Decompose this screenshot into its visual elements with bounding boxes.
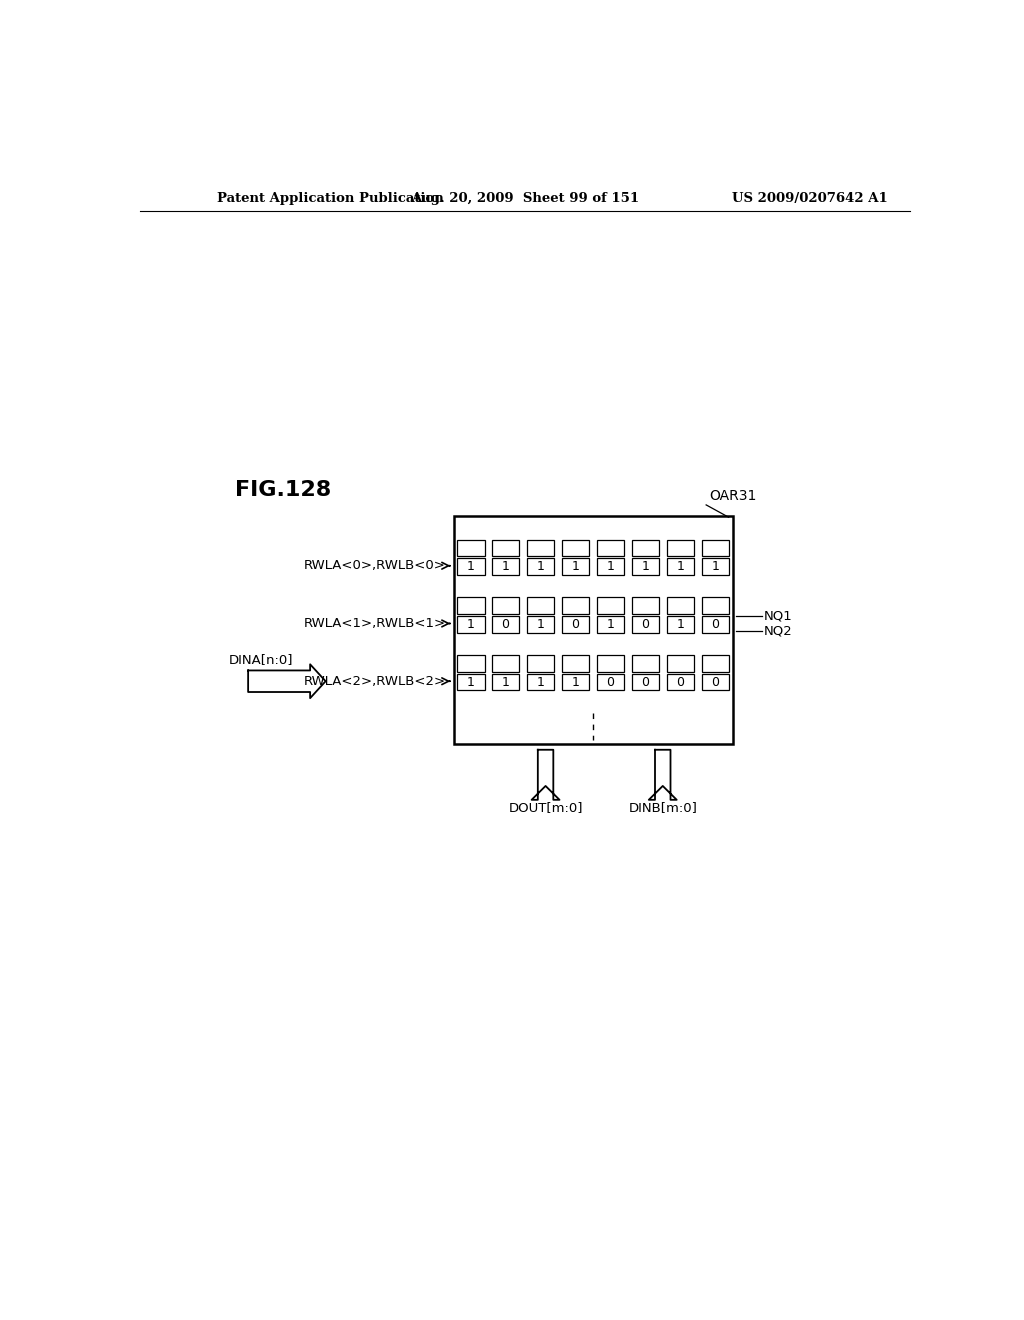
Bar [667,558,694,576]
Bar [561,615,590,632]
Text: DOUT[m:0]: DOUT[m:0] [508,801,583,814]
Bar [454,516,732,743]
Text: 1: 1 [712,560,720,573]
Text: 1: 1 [571,560,580,573]
Text: DINB[m:0]: DINB[m:0] [629,801,697,814]
Text: 1: 1 [537,618,545,631]
Bar [667,615,694,632]
Bar [561,673,590,690]
Text: DINA[n:0]: DINA[n:0] [228,653,293,665]
Text: 0: 0 [712,618,720,631]
Bar [632,615,659,632]
Bar [492,558,519,576]
Bar [597,655,625,672]
Bar [701,655,729,672]
Bar [701,615,729,632]
Text: Aug. 20, 2009  Sheet 99 of 151: Aug. 20, 2009 Sheet 99 of 151 [411,191,639,205]
Bar [526,597,554,614]
Bar [457,558,484,576]
Text: RWLA<1>,RWLB<1>: RWLA<1>,RWLB<1> [304,616,445,630]
Bar [526,673,554,690]
Text: 1: 1 [677,560,684,573]
Bar [597,673,625,690]
Bar [492,597,519,614]
Bar [632,558,659,576]
Bar [526,558,554,576]
Text: 1: 1 [502,676,510,689]
Bar [667,597,694,614]
Bar [632,673,659,690]
Bar [457,655,484,672]
Text: US 2009/0207642 A1: US 2009/0207642 A1 [732,191,888,205]
Bar [561,558,590,576]
Text: 1: 1 [571,676,580,689]
Bar [561,597,590,614]
Text: RWLA<0>,RWLB<0>: RWLA<0>,RWLB<0> [304,560,445,573]
Text: 0: 0 [502,618,510,631]
Text: FIG.128: FIG.128 [234,480,331,500]
Bar [526,615,554,632]
Bar [492,673,519,690]
Bar [457,673,484,690]
Bar [597,558,625,576]
Bar [632,597,659,614]
Bar [457,615,484,632]
Bar [492,540,519,557]
Bar [597,540,625,557]
Bar [561,540,590,557]
Bar [667,540,694,557]
Text: 1: 1 [467,676,474,689]
Text: 1: 1 [537,676,545,689]
Text: 0: 0 [606,676,614,689]
Bar [492,655,519,672]
Bar [492,615,519,632]
Bar [597,615,625,632]
Bar [457,540,484,557]
Text: 0: 0 [712,676,720,689]
Text: 0: 0 [677,676,684,689]
Text: RWLA<2>,RWLB<2>: RWLA<2>,RWLB<2> [304,675,445,688]
Text: 0: 0 [641,618,649,631]
Text: 0: 0 [571,618,580,631]
Text: 1: 1 [502,560,510,573]
Text: NQ2: NQ2 [764,624,793,638]
Text: 0: 0 [641,676,649,689]
Bar [561,655,590,672]
Bar [457,597,484,614]
Bar [632,540,659,557]
Bar [701,540,729,557]
Text: Patent Application Publication: Patent Application Publication [217,191,443,205]
Bar [701,673,729,690]
Bar [597,597,625,614]
Bar [667,673,694,690]
Text: 1: 1 [467,560,474,573]
Text: OAR31: OAR31 [710,488,757,503]
Bar [701,558,729,576]
Bar [526,540,554,557]
Bar [701,597,729,614]
Bar [632,655,659,672]
Text: 1: 1 [606,560,614,573]
Bar [667,655,694,672]
Text: NQ1: NQ1 [764,610,793,622]
Text: 1: 1 [606,618,614,631]
Text: 1: 1 [537,560,545,573]
Text: 1: 1 [467,618,474,631]
Text: 1: 1 [642,560,649,573]
Text: 1: 1 [677,618,684,631]
Bar [526,655,554,672]
